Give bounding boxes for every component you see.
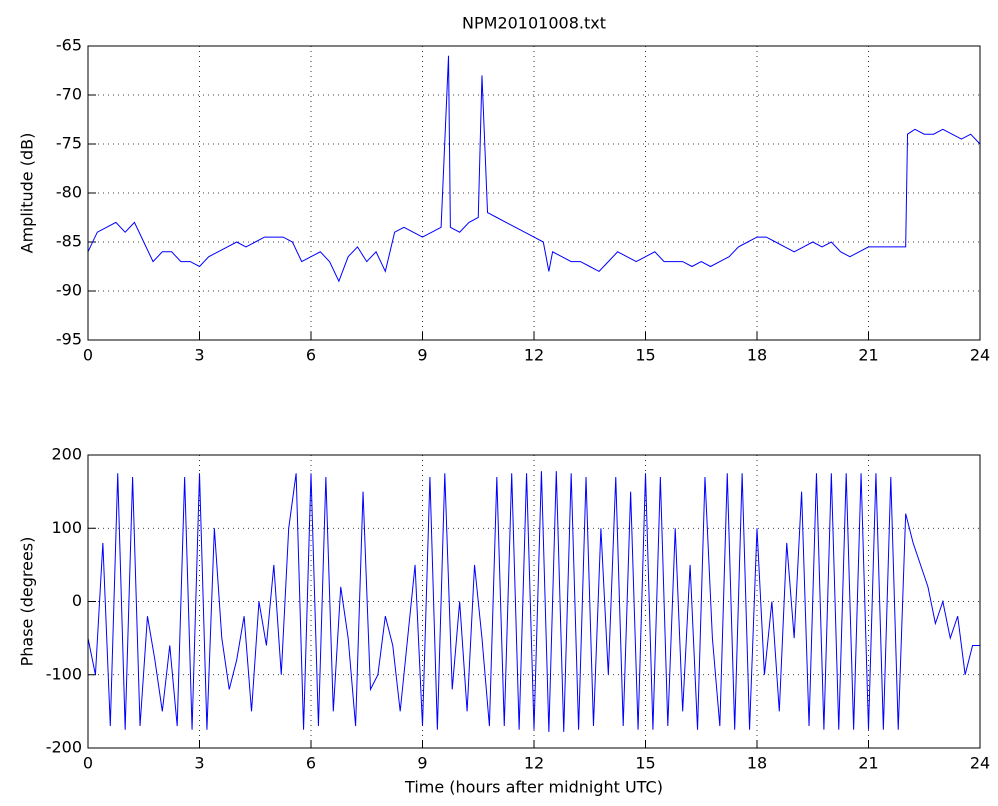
y-tick-label: -90 <box>56 281 82 300</box>
y-axis-label: Phase (degrees) <box>18 537 37 667</box>
x-tick-label: 15 <box>635 346 655 365</box>
y-tick-label: -65 <box>56 36 82 55</box>
x-tick-label: 18 <box>747 346 767 365</box>
x-tick-label: 6 <box>306 346 316 365</box>
x-tick-label: 0 <box>83 754 93 773</box>
axes-box <box>87 454 981 749</box>
y-tick-label: 0 <box>72 591 82 610</box>
x-tick-label: 24 <box>970 754 990 773</box>
x-tick-label: 24 <box>970 346 990 365</box>
y-tick-label: 100 <box>51 518 82 537</box>
y-tick-label: -95 <box>56 330 82 349</box>
y-tick-label: -200 <box>46 738 82 757</box>
x-tick-label: 3 <box>194 346 204 365</box>
x-tick-label: 0 <box>83 346 93 365</box>
y-tick-label: -100 <box>46 664 82 683</box>
y-tick-label: -85 <box>56 232 82 251</box>
y-tick-label: -70 <box>56 85 82 104</box>
x-tick-label: 21 <box>858 754 878 773</box>
data-line <box>87 55 981 283</box>
chart-title: NPM20101008.txt <box>462 14 606 33</box>
data-line <box>87 471 980 732</box>
x-tick-label: 12 <box>524 346 544 365</box>
x-tick-label: 6 <box>306 754 316 773</box>
x-tick-label: 12 <box>524 754 544 773</box>
x-tick-label: 21 <box>858 346 878 365</box>
x-tick-label: 15 <box>635 754 655 773</box>
x-axis-label: Time (hours after midnight UTC) <box>404 778 663 797</box>
x-tick-label: 9 <box>417 346 427 365</box>
y-axis-label: Amplitude (dB) <box>18 133 37 254</box>
x-tick-label: 3 <box>194 754 204 773</box>
x-tick-label: 9 <box>417 754 427 773</box>
axes-box <box>87 45 981 341</box>
x-tick-label: 18 <box>747 754 767 773</box>
y-tick-label: -80 <box>56 183 82 202</box>
y-tick-label: 200 <box>51 445 82 464</box>
y-tick-label: -75 <box>56 134 82 153</box>
